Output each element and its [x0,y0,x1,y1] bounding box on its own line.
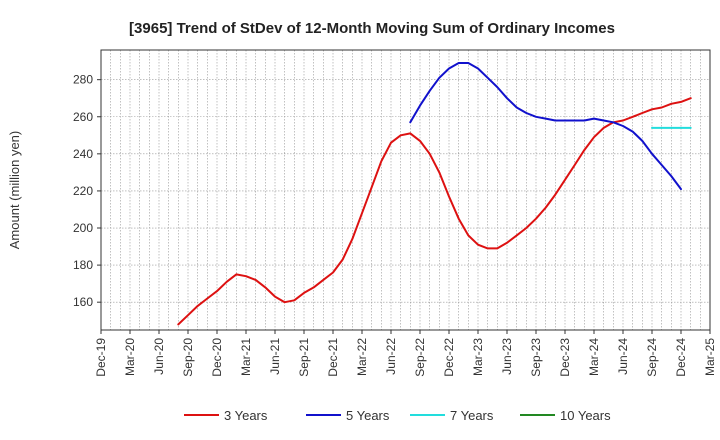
y-tick-label: 220 [73,184,93,198]
x-tick-label: Jun-23 [500,338,514,375]
series-line [409,62,682,191]
x-tick-label: Dec-22 [442,338,456,377]
x-tick-label: Jun-24 [616,338,630,375]
x-tick-label: Sep-23 [529,338,543,377]
x-tick-label: Dec-23 [558,338,572,377]
chart-title: [3965] Trend of StDev of 12-Month Moving… [129,20,615,37]
y-tick-label: 280 [73,73,93,87]
x-tick-label: Mar-25 [703,338,717,376]
x-tick-label: Mar-21 [239,338,253,376]
x-tick-label: Sep-24 [645,338,659,377]
legend-label: 5 Years [346,408,390,423]
legend: 3 Years 5 Years 7 Years 10 Years [184,408,611,423]
y-tick-label: 160 [73,295,93,309]
legend-label: 10 Years [560,408,611,423]
x-tick-label: Sep-20 [181,338,195,377]
plot-area: 160 180 200 220 240 260 280 Dec-19 Mar-20 Jun-20 S… [73,49,717,377]
x-tick-label: Mar-20 [123,338,137,376]
x-tick-label: Dec-24 [674,338,688,377]
legend-label: 3 Years [224,408,268,423]
x-tick-label: Jun-20 [152,338,166,375]
x-tick-label: Dec-19 [94,338,108,377]
x-tick-label: Dec-21 [326,338,340,377]
x-tick-label: Sep-22 [413,338,427,377]
legend-label: 7 Years [450,408,494,423]
x-tick-label: Mar-22 [355,338,369,376]
y-axis-label: Amount (million yen) [7,131,22,250]
y-tick-label: 260 [73,110,93,124]
x-tick-label: Sep-21 [297,338,311,377]
y-tick-label: 240 [73,147,93,161]
series-line [177,97,692,326]
y-tick-label: 200 [73,221,93,235]
y-tick-label: 180 [73,258,93,272]
x-tick-label: Mar-23 [471,338,485,376]
x-tick-label: Jun-22 [384,338,398,375]
x-tick-label: Mar-24 [587,338,601,376]
x-tick-label: Jun-21 [268,338,282,375]
plot-border [100,49,711,331]
x-tick-label: Dec-20 [210,338,224,377]
